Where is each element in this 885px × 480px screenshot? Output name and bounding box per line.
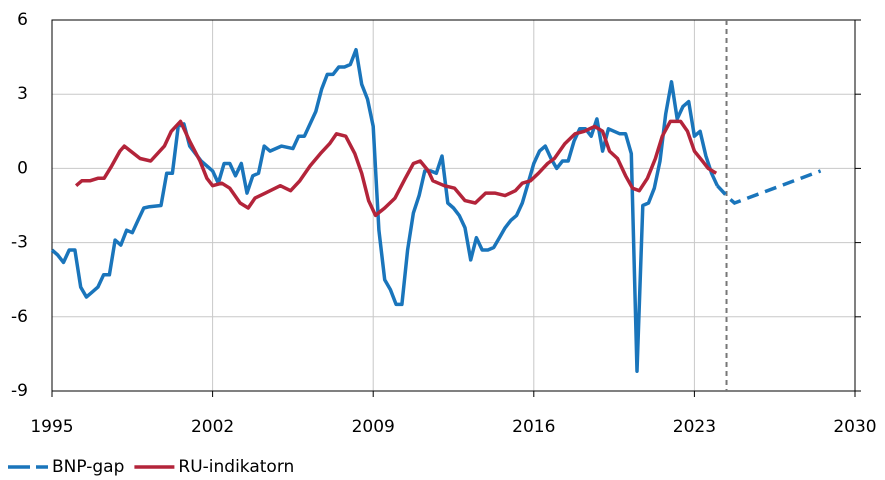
y-tick-label: 0 bbox=[17, 158, 28, 178]
y-tick-label: -3 bbox=[11, 233, 28, 253]
plot-frame bbox=[51, 19, 856, 392]
x-tick-label: 2016 bbox=[512, 417, 555, 437]
legend-label: RU-indikatorn bbox=[178, 457, 294, 477]
x-tick-label: 2030 bbox=[833, 417, 876, 437]
forecast-data-line bbox=[716, 169, 822, 206]
legend-label: BNP-gap bbox=[52, 457, 124, 477]
y-tick-label: -9 bbox=[11, 381, 28, 401]
y-tick-label: -6 bbox=[11, 307, 28, 327]
data-line bbox=[50, 47, 719, 373]
x-tick-label: 1995 bbox=[30, 417, 73, 437]
y-tick-label: 3 bbox=[17, 84, 28, 104]
data-line bbox=[74, 119, 718, 218]
x-tick-label: 2002 bbox=[191, 417, 234, 437]
y-tick-label: 6 bbox=[17, 10, 28, 30]
x-tick-label: 2009 bbox=[352, 417, 395, 437]
x-tick-label: 2023 bbox=[673, 417, 716, 437]
